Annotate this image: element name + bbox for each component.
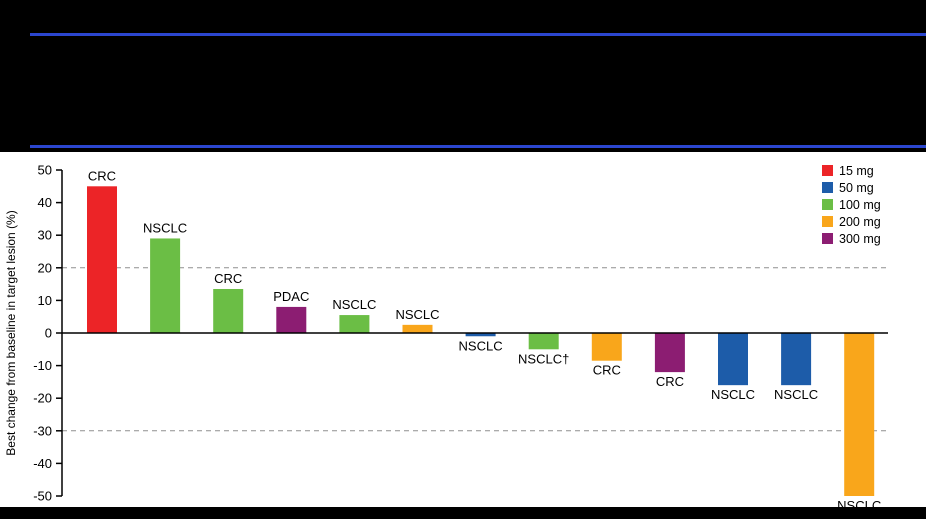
legend: 15 mg 50 mg 100 mg 200 mg 300 mg <box>822 163 881 246</box>
legend-item-300mg: 300 mg <box>822 231 881 246</box>
y-tick-label: 30 <box>38 228 52 243</box>
legend-swatch-15mg <box>822 165 833 176</box>
bar-label: CRC <box>88 168 116 183</box>
y-tick-label: -40 <box>33 456 52 471</box>
bar-6-nsclc <box>402 324 433 333</box>
y-tick-label: 10 <box>38 293 52 308</box>
legend-label-50mg: 50 mg <box>839 180 874 195</box>
bar-label: CRC <box>656 374 684 389</box>
bar-label: NSCLC <box>395 307 439 322</box>
y-tick-label: -20 <box>33 391 52 406</box>
bar-label: NSCLC <box>143 220 187 235</box>
legend-item-100mg: 100 mg <box>822 197 881 212</box>
legend-swatch-300mg <box>822 233 833 244</box>
legend-swatch-100mg <box>822 199 833 210</box>
header-rule-top <box>30 33 926 36</box>
legend-item-50mg: 50 mg <box>822 180 881 195</box>
legend-swatch-50mg <box>822 182 833 193</box>
bar-label: NSCLC <box>711 387 755 402</box>
bottom-black-strip <box>0 507 926 513</box>
y-tick-label: 40 <box>38 195 52 210</box>
bar-label: NSCLC <box>459 338 503 353</box>
bar-label: CRC <box>593 363 621 378</box>
legend-label-300mg: 300 mg <box>839 231 881 246</box>
bar-13-nsclc <box>844 333 875 496</box>
legend-label-15mg: 15 mg <box>839 163 874 178</box>
legend-swatch-200mg <box>822 216 833 227</box>
bar-1-crc <box>87 186 117 333</box>
redacted-header <box>0 0 926 152</box>
y-tick-label: -30 <box>33 423 52 438</box>
bar-10-crc <box>654 333 685 373</box>
y-tick-label: 50 <box>38 163 52 178</box>
bar-2-nsclc <box>150 238 181 333</box>
bar-label: NSCLC <box>332 297 376 312</box>
waterfall-chart: CRC NSCLC CRC PDAC NSCLC NSCLC NSCLC NSCLC† CRC C… <box>0 152 926 513</box>
y-axis-title: Best change from baseline in target lesi… <box>4 210 18 456</box>
legend-item-200mg: 200 mg <box>822 214 881 229</box>
y-tick-label: -10 <box>33 358 52 373</box>
y-tick-label: 20 <box>38 260 52 275</box>
bar-label: NSCLC† <box>518 351 569 366</box>
legend-label-200mg: 200 mg <box>839 214 881 229</box>
bar-label: PDAC <box>273 289 309 304</box>
legend-item-15mg: 15 mg <box>822 163 881 178</box>
y-tick-label: 0 <box>45 326 52 341</box>
bar-11-nsclc <box>718 333 748 386</box>
header-rule-bottom <box>30 145 926 148</box>
chart-canvas: CRC NSCLC CRC PDAC NSCLC NSCLC NSCLC NSCLC† CRC C… <box>33 163 888 513</box>
bar-4-pdac <box>276 306 307 333</box>
legend-label-100mg: 100 mg <box>839 197 881 212</box>
bar-3-crc <box>213 288 244 333</box>
bar-12-nsclc <box>781 333 812 386</box>
bar-5-nsclc <box>339 315 370 333</box>
bar-8-nsclc <box>528 333 559 350</box>
bar-9-crc <box>591 333 622 361</box>
bar-label: CRC <box>214 271 242 286</box>
bar-label: NSCLC <box>774 387 818 402</box>
y-tick-label: -50 <box>33 489 52 504</box>
bar-7-nsclc <box>465 333 496 337</box>
